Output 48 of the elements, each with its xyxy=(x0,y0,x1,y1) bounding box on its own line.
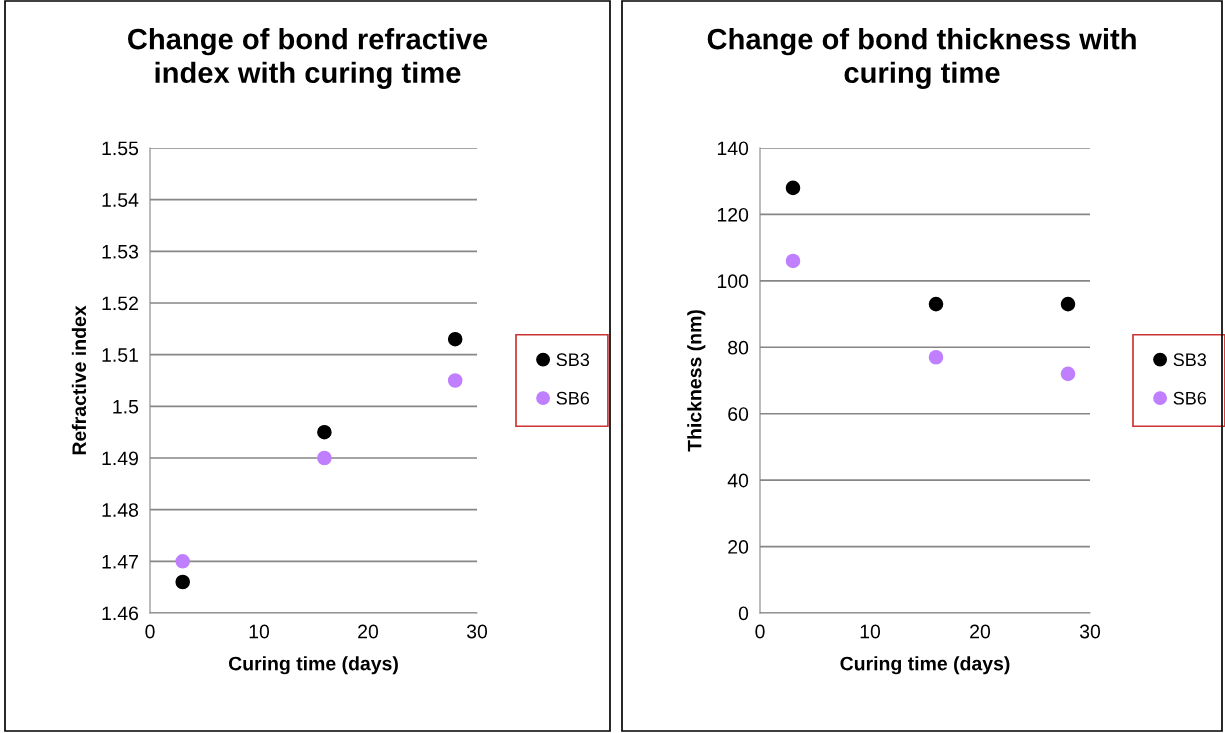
y-tick-label: 1.47 xyxy=(102,555,138,569)
x-tick-label: 10 xyxy=(249,624,270,639)
y-tick-label: 120 xyxy=(717,207,749,222)
y-tick-label: 80 xyxy=(728,340,749,355)
point xyxy=(785,180,801,196)
y-tick-label: 1.54 xyxy=(102,193,139,207)
point xyxy=(928,349,944,365)
y-tick-label: 1.46 xyxy=(102,606,139,621)
y-axis-title: Thickness (nm) xyxy=(687,310,706,452)
y-tick-label: 1.5 xyxy=(113,400,139,414)
x-tick-label: 20 xyxy=(358,624,379,639)
x-tick-label: 0 xyxy=(145,624,155,639)
point xyxy=(1060,296,1076,312)
x-tick-label: 0 xyxy=(755,624,765,639)
point xyxy=(928,296,944,312)
x-tick-label: 30 xyxy=(466,624,488,639)
y-tick-label: 0 xyxy=(738,606,749,621)
y-tick-label: 1.55 xyxy=(102,141,139,156)
point xyxy=(447,373,463,388)
y-tick-label: 1.51 xyxy=(102,348,138,362)
legend-label: SB6 xyxy=(556,391,590,405)
point xyxy=(317,424,332,440)
point xyxy=(447,331,463,347)
point xyxy=(317,450,332,466)
y-tick-label: 20 xyxy=(728,540,749,554)
x-axis-title: Curing time (days) xyxy=(228,656,398,675)
y-tick-label: 1.48 xyxy=(102,503,139,517)
x-tick-label: 10 xyxy=(860,624,881,639)
legend-label: SB3 xyxy=(556,353,590,367)
point xyxy=(175,554,190,569)
point xyxy=(1060,366,1076,382)
x-axis-title: Curing time (days) xyxy=(840,656,1010,675)
x-tick-label: 30 xyxy=(1079,624,1101,639)
y-axis-title: Refractive index xyxy=(71,305,87,455)
y-tick-label: 1.49 xyxy=(102,451,138,466)
point xyxy=(785,253,801,269)
legend-label: SB3 xyxy=(1173,353,1207,367)
point xyxy=(175,574,190,590)
chart-title: Change of bond thickness with curing time xyxy=(707,28,1136,89)
legend-label: SB6 xyxy=(1173,391,1207,405)
y-tick-label: 1.53 xyxy=(102,244,139,259)
chart-title: Change of bond refractive index with curing time xyxy=(128,28,488,89)
y-tick-label: 40 xyxy=(727,473,749,488)
y-tick-label: 1.52 xyxy=(102,296,138,311)
y-tick-label: 100 xyxy=(717,274,749,289)
y-tick-label: 60 xyxy=(728,407,749,421)
x-tick-label: 20 xyxy=(970,624,991,639)
y-tick-label: 140 xyxy=(717,141,749,156)
